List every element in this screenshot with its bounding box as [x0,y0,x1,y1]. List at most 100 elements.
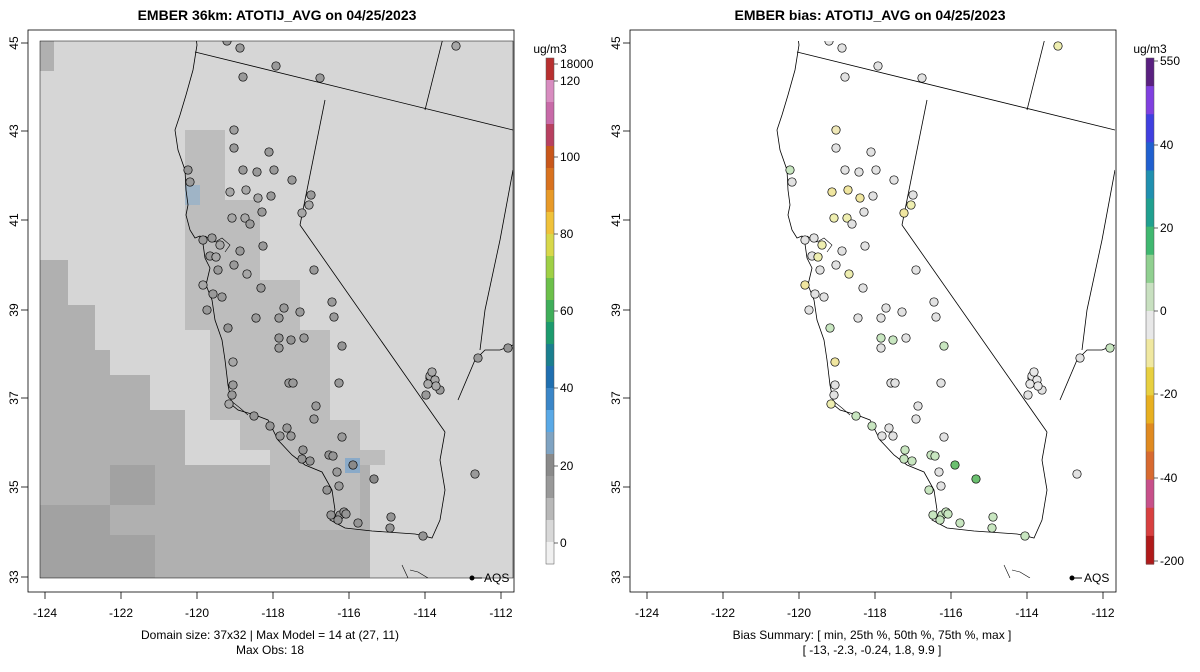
colorbar-swatch [1146,282,1154,312]
monitor-site [1053,41,1063,51]
monitor-site [831,260,841,270]
monitor-site [813,252,823,262]
monitor-site [1029,367,1039,377]
colorbar-swatch [546,388,554,411]
monitor-site [183,165,193,175]
y-tick-label: 41 [609,213,623,227]
monitor-site [900,445,910,455]
monitor-site [185,177,195,187]
monitor-site [847,219,857,229]
x-tick-label: -120 [185,606,209,620]
monitor-site [924,485,934,495]
monitor-site [830,380,840,390]
state-border [796,51,1115,131]
monitor-site [282,423,292,433]
state-border [299,99,326,226]
monitor-site [369,474,379,484]
right-footer-2: [ -13, -2.3, -0.24, 1.8, 9.9 ] [803,643,942,657]
x-tick-label: -122 [711,606,735,620]
monitor-site [329,312,339,322]
monitor-site [257,207,267,217]
state-border [1021,431,1048,539]
monitor-site [950,460,960,470]
monitor-site [1075,353,1085,363]
monitor-site [930,451,940,461]
monitor-site [851,411,861,421]
monitor-site [911,265,921,275]
monitor-site [238,165,248,175]
monitor-site [873,61,883,71]
monitor-site [229,143,239,153]
monitor-site [297,454,307,464]
monitor-site [334,378,344,388]
colorbar-tick-label: 0 [1160,304,1167,318]
monitor-site [341,509,351,519]
monitor-site [228,357,238,367]
right-footer-1: Bias Summary: [ min, 25th %, 50th %, 75t… [733,628,1012,642]
monitor-site [288,378,298,388]
monitor-site [867,421,877,431]
monitor-site [884,423,894,433]
monitor-site [787,177,797,187]
x-tick-label: -112 [489,606,512,620]
colorbar-tick-label: 40 [1160,138,1174,152]
monitor-site [866,147,876,157]
monitor-site [286,335,296,345]
monitor-site [503,343,513,353]
monitor-site [208,289,218,299]
monitor-site [911,414,921,424]
state-border [299,224,446,433]
monitor-site [211,252,221,262]
colorbar-swatch [1146,479,1154,509]
monitor-site [837,43,847,53]
monitor-site [372,24,380,32]
bay-outline [1011,569,1031,578]
y-tick-label: 39 [7,303,21,317]
colorbar-swatch [1146,114,1154,143]
state-border [1059,359,1078,401]
monitor-site [826,399,836,409]
colorbar-tick-label: 100 [560,150,580,164]
monitor-site [917,73,927,83]
y-tick-label: 33 [609,570,623,584]
monitor-site [299,333,309,343]
monitor-site [337,341,347,351]
colorbar-swatch [1146,58,1154,87]
aqs-legend-label: AQS [484,571,509,585]
monitor-site [829,213,839,223]
colorbar-swatch [1146,311,1154,340]
y-tick-label: 41 [7,213,21,227]
colorbar-tick-label: 80 [560,227,574,241]
monitor-site [223,323,233,333]
colorbar-swatch [1146,423,1154,453]
monitor-site [251,313,261,323]
monitor-site [815,265,825,275]
monitor-site [843,185,853,195]
x-tick-label: -120 [787,606,811,620]
colorbar-swatch [1146,367,1154,396]
monitor-site [326,510,336,520]
monitor-site [418,531,428,541]
monitor-site [229,260,239,270]
right-title: EMBER bias: ATOTIJ_AVG on 04/25/2023 [734,7,1005,23]
monitor-site [1020,531,1030,541]
monitor-site [939,341,949,351]
monitor-site [258,241,268,251]
left-frame [27,29,515,593]
colorbar-swatch [546,168,554,191]
right-axes: -124 -122 -120 -118 -116 -114 -112 45 43 41 39 37 35… [609,36,1115,620]
colorbar-tick-label: -200 [1160,554,1184,568]
monitor-site [855,193,865,203]
monitor-site [890,378,900,388]
colorbar-swatch [546,542,554,565]
x-tick-label: -116 [939,606,962,620]
colorbar-tick-label: -40 [1160,471,1178,485]
x-tick-label: -114 [1015,606,1038,620]
colorbar-swatch [546,256,554,279]
state-border [479,169,513,351]
monitor-site [297,208,307,218]
colorbar-tick-label: 120 [560,74,580,88]
monitor-site [800,235,810,245]
colorbar-tick-label: 550 [1160,54,1180,68]
monitor-site [1072,469,1082,479]
